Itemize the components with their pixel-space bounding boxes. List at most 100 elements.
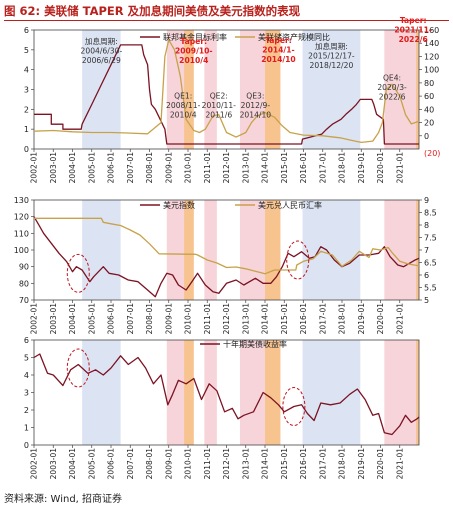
x-tick-label: 2015-01 — [280, 448, 289, 480]
annotation-text: 加息周期: — [315, 41, 348, 51]
y-right-tick-label: 5.5 — [424, 284, 437, 293]
x-tick-label: 2006-01 — [107, 152, 116, 184]
x-tick-label: 2010-01 — [184, 303, 193, 335]
y-left-tick-label: 80 — [19, 279, 29, 288]
annotation-text: 2022/6 — [399, 35, 428, 44]
y-left-tick-label: 130 — [14, 196, 29, 205]
x-tick-label: 2004-01 — [68, 448, 77, 480]
y-left-tick-label: 120 — [14, 213, 29, 222]
annotation-text: 2021/11- — [394, 26, 432, 35]
y-left-tick-label: 1 — [24, 125, 29, 134]
x-tick-label: 2009-01 — [164, 448, 173, 480]
period-band-taper — [416, 30, 419, 149]
x-tick-label: 2007-01 — [126, 303, 135, 335]
period-band-hike — [82, 340, 121, 445]
period-band-taper — [416, 200, 419, 300]
x-tick-label: 2003-01 — [49, 303, 58, 335]
x-tick-label: 2005-01 — [87, 152, 96, 184]
x-tick-label: 2019-01 — [357, 303, 366, 335]
annotation-text: 2014/1- — [262, 45, 294, 54]
y-right-tick-label: 6.5 — [424, 259, 437, 268]
x-tick-label: 2018-01 — [338, 303, 347, 335]
y-right-tick-label: 5 — [424, 296, 429, 305]
y-left-tick-label: 0 — [24, 145, 29, 154]
x-tick-label: 2012-01 — [222, 152, 231, 184]
x-tick-label: 2007-01 — [126, 152, 135, 184]
x-tick-label: 2003-01 — [49, 448, 58, 480]
period-band-qe — [204, 30, 217, 149]
x-tick-label: 2019-01 — [357, 152, 366, 184]
legend-label: 美元指数 — [163, 200, 195, 210]
annotation-text: 2014/10 — [261, 55, 295, 64]
period-band-hike — [82, 30, 121, 149]
x-tick-label: 2012-01 — [222, 303, 231, 335]
x-tick-label: 2017-01 — [318, 303, 327, 335]
x-tick-label: 2014-01 — [261, 448, 270, 480]
x-tick-label: 2013-01 — [241, 152, 250, 184]
x-tick-label: 2012-01 — [222, 448, 231, 480]
period-band-taper — [184, 340, 194, 445]
x-tick-label: 2006-01 — [107, 303, 116, 335]
x-tick-label: 2014-01 — [261, 303, 270, 335]
annotation-text: 2006/6/29 — [82, 56, 121, 65]
annotation-text: Taper: — [180, 37, 207, 46]
x-tick-label: 2021-01 — [395, 152, 404, 184]
highlight-circle — [282, 387, 306, 426]
x-tick-label: 2011-01 — [203, 152, 212, 184]
annotation-text: 2010/4 — [170, 110, 197, 119]
x-tick-label: 2013-01 — [241, 303, 250, 335]
annotation-text: Taper: — [400, 16, 427, 25]
annotation-text: 2012/9- — [241, 101, 271, 110]
series-line — [33, 39, 420, 144]
y-left-tick-label: 6 — [24, 26, 29, 35]
series-line — [33, 353, 420, 436]
x-tick-label: 2017-01 — [318, 152, 327, 184]
x-tick-label: 2008-01 — [145, 152, 154, 184]
period-band-qe — [384, 340, 419, 445]
period-band-taper — [184, 30, 194, 149]
x-tick-label: 2008-01 — [145, 448, 154, 480]
annotation-text: 2011/6 — [205, 110, 232, 119]
annotation-text: 2022/6 — [379, 93, 406, 102]
x-tick-label: 2002-01 — [30, 448, 39, 480]
annotation-text: 2004/6/30- — [81, 46, 123, 55]
x-tick-label: 2020-01 — [376, 448, 385, 480]
x-tick-label: 2006-01 — [107, 448, 116, 480]
period-band-hike — [302, 200, 361, 300]
period-band-qe — [384, 30, 419, 149]
y-left-tick-label: 3 — [24, 86, 29, 95]
x-tick-label: 2013-01 — [241, 448, 250, 480]
y-left-tick-label: 70 — [19, 296, 29, 305]
annotation-text: 加息周期: — [85, 36, 118, 46]
x-tick-label: 2019-01 — [357, 448, 366, 480]
x-tick-label: 2008-01 — [145, 303, 154, 335]
y-left-tick-label: 2 — [24, 105, 29, 114]
y-left-tick-label: 0 — [24, 441, 29, 450]
y-left-tick-label: 110 — [14, 229, 29, 238]
x-tick-label: 2020-01 — [376, 152, 385, 184]
y-left-tick-label: 5 — [24, 354, 29, 363]
y-left-tick-label: 90 — [19, 263, 29, 272]
period-band-hike — [302, 340, 361, 445]
annotation-text: 2008/11- — [166, 101, 201, 110]
period-band-qe — [204, 340, 217, 445]
x-tick-label: 2003-01 — [49, 152, 58, 184]
y-right-tick-label: 9 — [424, 196, 429, 205]
period-band-taper — [184, 200, 194, 300]
y-right-tick-label: 100 — [424, 66, 439, 75]
annotation-text: QE1: — [174, 91, 192, 100]
x-tick-label: 2016-01 — [299, 303, 308, 335]
x-tick-label: 2020-01 — [376, 303, 385, 335]
legend-label: 联邦基金目标利率 — [163, 32, 227, 42]
annotation-text: QE2: — [210, 91, 228, 100]
legend-label: 美元兑人民币汇率 — [258, 200, 322, 210]
y-right-tick-label: 60 — [424, 92, 434, 101]
annotation-text: Taper: — [265, 36, 292, 45]
y-right-tick-label: 6 — [424, 271, 429, 280]
y-right-tick-label: 8 — [424, 221, 429, 230]
x-tick-label: 2014-01 — [261, 152, 270, 184]
x-tick-label: 2021-01 — [395, 448, 404, 480]
x-tick-label: 2018-01 — [338, 448, 347, 480]
y-left-tick-label: 100 — [14, 246, 29, 255]
